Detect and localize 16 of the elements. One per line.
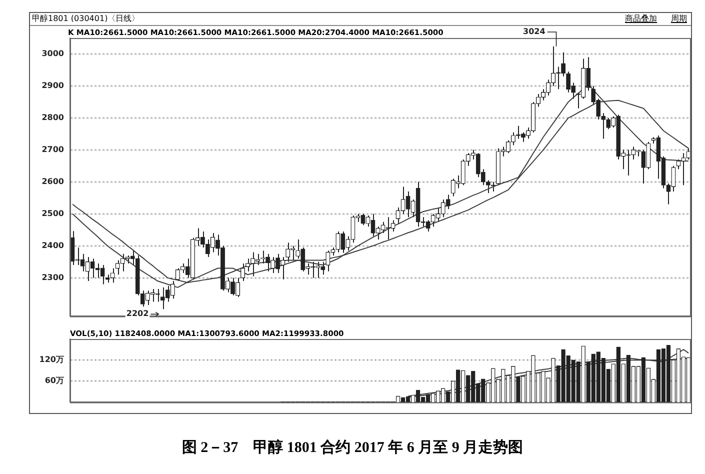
y-tick-label: 120万: [39, 355, 64, 364]
text: 商品叠加: [625, 14, 657, 23]
y-tick-label: 2300: [42, 272, 64, 282]
text: 3024: [523, 27, 546, 36]
y-tick-label: 3000: [42, 49, 64, 58]
y-tick-label: 2700: [42, 145, 64, 154]
y-tick-label: 60万: [44, 376, 64, 386]
y-tick-label: 2800: [42, 113, 64, 122]
caption: 图 2－37 甲醇 1801 合约 2017 年 6 月至 9 月走势图: [180, 438, 524, 457]
chart-title: 甲醇1801 (030401)〈日线〉: [32, 13, 140, 25]
y-tick-label: 2600: [42, 176, 64, 186]
text: 周期: [671, 14, 687, 23]
y-tick-label: 2500: [42, 208, 64, 218]
annotation: 2202: [126, 309, 149, 318]
y-tick-label: 2400: [42, 240, 64, 250]
y-tick-label: 2900: [42, 81, 64, 90]
